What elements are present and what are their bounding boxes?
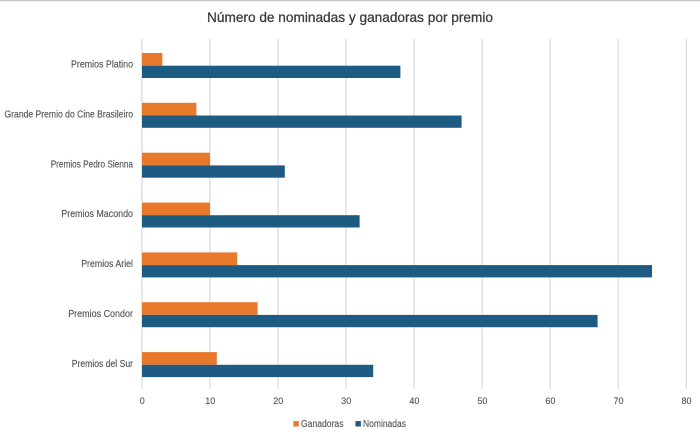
- svg-text:Ganadoras: Ganadoras: [301, 419, 344, 430]
- svg-text:50: 50: [477, 396, 487, 406]
- svg-text:Número de nominadas y ganadora: Número de nominadas y ganadoras por prem…: [207, 9, 493, 25]
- svg-text:30: 30: [341, 396, 351, 406]
- svg-text:40: 40: [409, 396, 419, 406]
- svg-text:10: 10: [205, 396, 215, 406]
- svg-text:Premios Condor: Premios Condor: [68, 309, 133, 320]
- svg-text:Grande Premio do Cine Brasilei: Grande Premio do Cine Brasileiro: [5, 109, 134, 120]
- svg-text:Premios Ariel: Premios Ariel: [81, 259, 133, 270]
- svg-text:0: 0: [140, 396, 145, 406]
- svg-text:60: 60: [545, 396, 555, 406]
- svg-text:80: 80: [681, 396, 691, 406]
- svg-text:Premios Macondo: Premios Macondo: [61, 209, 133, 220]
- svg-text:Premios Pedro Sienna: Premios Pedro Sienna: [51, 159, 134, 170]
- svg-text:Premios del Sur: Premios del Sur: [72, 359, 134, 370]
- svg-text:Nominadas: Nominadas: [363, 419, 406, 430]
- svg-text:Premios Platino: Premios Platino: [71, 60, 133, 71]
- svg-text:70: 70: [613, 396, 623, 406]
- svg-text:20: 20: [273, 396, 283, 406]
